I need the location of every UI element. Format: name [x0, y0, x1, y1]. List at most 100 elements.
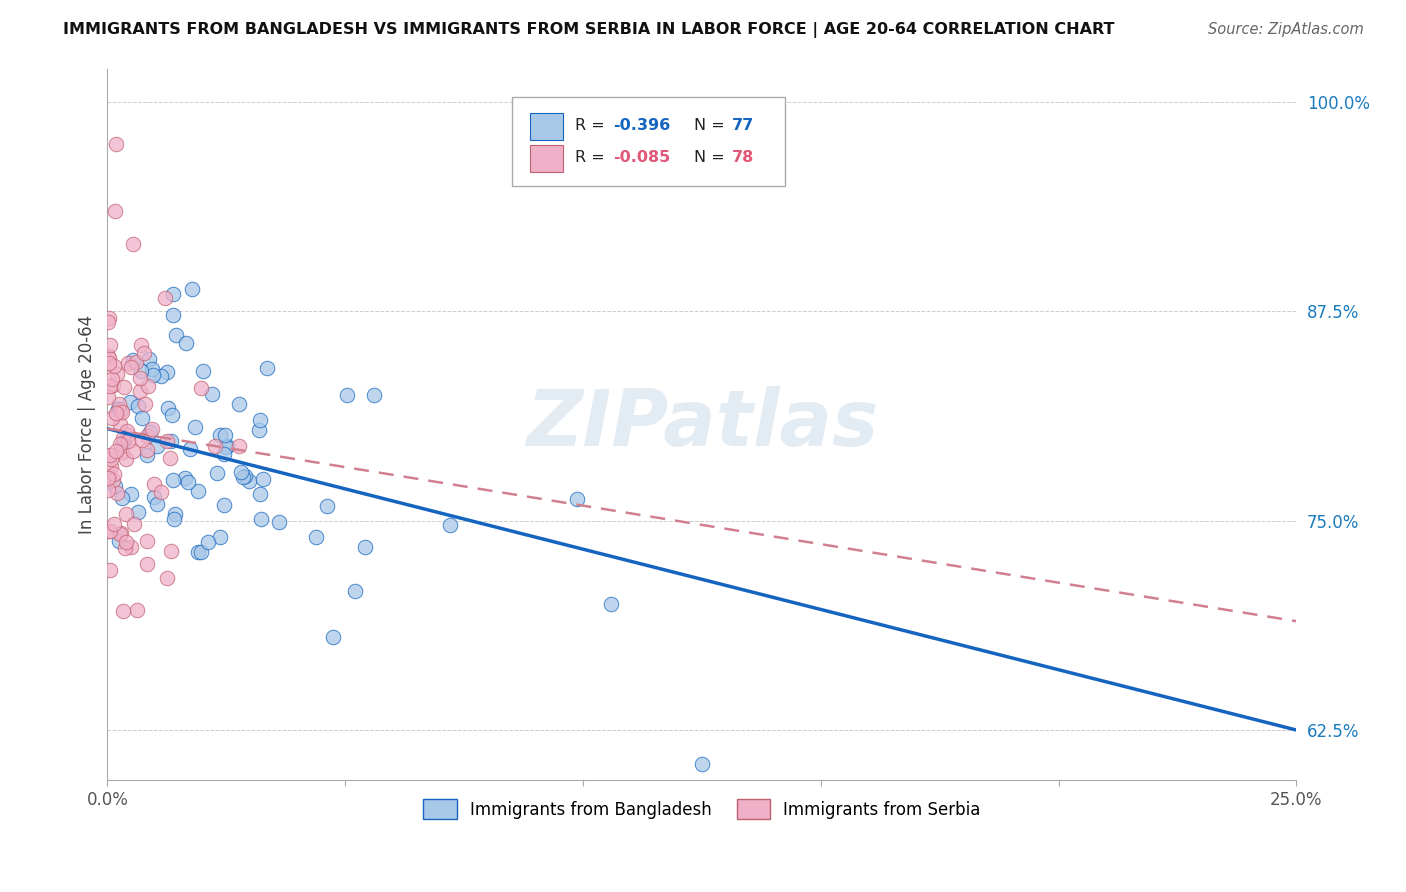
Point — [103, 359, 125, 374]
Point — [160, 434, 183, 449]
Point — [122, 237, 145, 252]
Point — [103, 467, 125, 481]
Point — [344, 584, 367, 599]
Point — [249, 413, 271, 427]
Point — [238, 474, 260, 488]
Text: N =: N = — [693, 118, 730, 133]
Text: N =: N = — [693, 150, 730, 165]
Point — [256, 360, 278, 375]
Point — [120, 395, 142, 409]
Point — [129, 338, 152, 352]
Point — [215, 439, 238, 453]
Point — [111, 431, 134, 445]
Point — [232, 470, 254, 484]
Point — [97, 483, 120, 497]
Point — [97, 471, 120, 485]
Point — [127, 505, 149, 519]
Point — [336, 388, 359, 402]
Point — [101, 378, 124, 392]
Point — [201, 387, 224, 401]
Point — [165, 327, 187, 342]
Point — [1119, 840, 1142, 855]
Point — [121, 444, 143, 458]
Point — [105, 368, 128, 382]
Text: -0.396: -0.396 — [613, 118, 671, 133]
Point — [120, 540, 142, 554]
Point — [98, 351, 121, 365]
Point — [209, 530, 232, 544]
Point — [129, 364, 152, 378]
Point — [247, 423, 270, 437]
Point — [125, 354, 148, 368]
Point — [105, 486, 128, 500]
Point — [111, 445, 134, 459]
Point — [139, 425, 162, 440]
Point — [214, 427, 236, 442]
Point — [141, 422, 163, 436]
Point — [110, 403, 132, 417]
Point — [97, 356, 120, 370]
Point — [149, 369, 172, 384]
Point — [153, 291, 176, 305]
Point — [160, 408, 183, 422]
Point — [354, 540, 377, 554]
Point — [179, 442, 201, 457]
Point — [108, 402, 131, 417]
Point — [101, 371, 124, 385]
Point — [159, 451, 181, 466]
Point — [98, 524, 121, 539]
Point — [115, 452, 138, 467]
Point — [117, 356, 139, 370]
Point — [128, 371, 150, 385]
Point — [690, 756, 713, 771]
Point — [249, 511, 271, 525]
Point — [190, 544, 212, 558]
Point — [117, 428, 139, 442]
Point — [136, 429, 159, 443]
Point — [108, 527, 131, 541]
Point — [162, 309, 184, 323]
Point — [110, 525, 132, 540]
Point — [115, 424, 138, 438]
Point — [100, 451, 122, 466]
Point — [138, 379, 160, 393]
Point — [156, 401, 179, 415]
Point — [131, 410, 153, 425]
Point — [142, 490, 165, 504]
Point — [252, 472, 274, 486]
Point — [567, 491, 589, 506]
Point — [204, 439, 226, 453]
Point — [98, 448, 121, 462]
Text: ZIPatlas: ZIPatlas — [526, 386, 879, 462]
Point — [249, 487, 271, 501]
Point — [191, 364, 214, 378]
Point — [101, 473, 124, 487]
Point — [316, 499, 339, 513]
Point — [103, 516, 125, 531]
Point — [162, 287, 184, 301]
Point — [114, 541, 136, 556]
Point — [110, 437, 132, 451]
Point — [103, 203, 125, 218]
Point — [228, 397, 250, 411]
Point — [100, 458, 122, 473]
Point — [100, 378, 122, 392]
Point — [155, 434, 177, 448]
Point — [600, 598, 623, 612]
Point — [146, 497, 169, 511]
Point — [233, 469, 256, 483]
Point — [146, 439, 169, 453]
Point — [155, 366, 177, 380]
Point — [138, 351, 160, 366]
Text: IMMIGRANTS FROM BANGLADESH VS IMMIGRANTS FROM SERBIA IN LABOR FORCE | AGE 20-64 : IMMIGRANTS FROM BANGLADESH VS IMMIGRANTS… — [63, 22, 1115, 38]
Point — [98, 338, 121, 352]
Point — [111, 405, 134, 419]
Point — [207, 466, 229, 480]
Point — [122, 517, 145, 532]
Point — [108, 417, 131, 431]
Point — [212, 447, 235, 461]
Text: 78: 78 — [731, 150, 754, 165]
Point — [183, 420, 205, 434]
Point — [129, 384, 152, 398]
Point — [127, 399, 149, 413]
